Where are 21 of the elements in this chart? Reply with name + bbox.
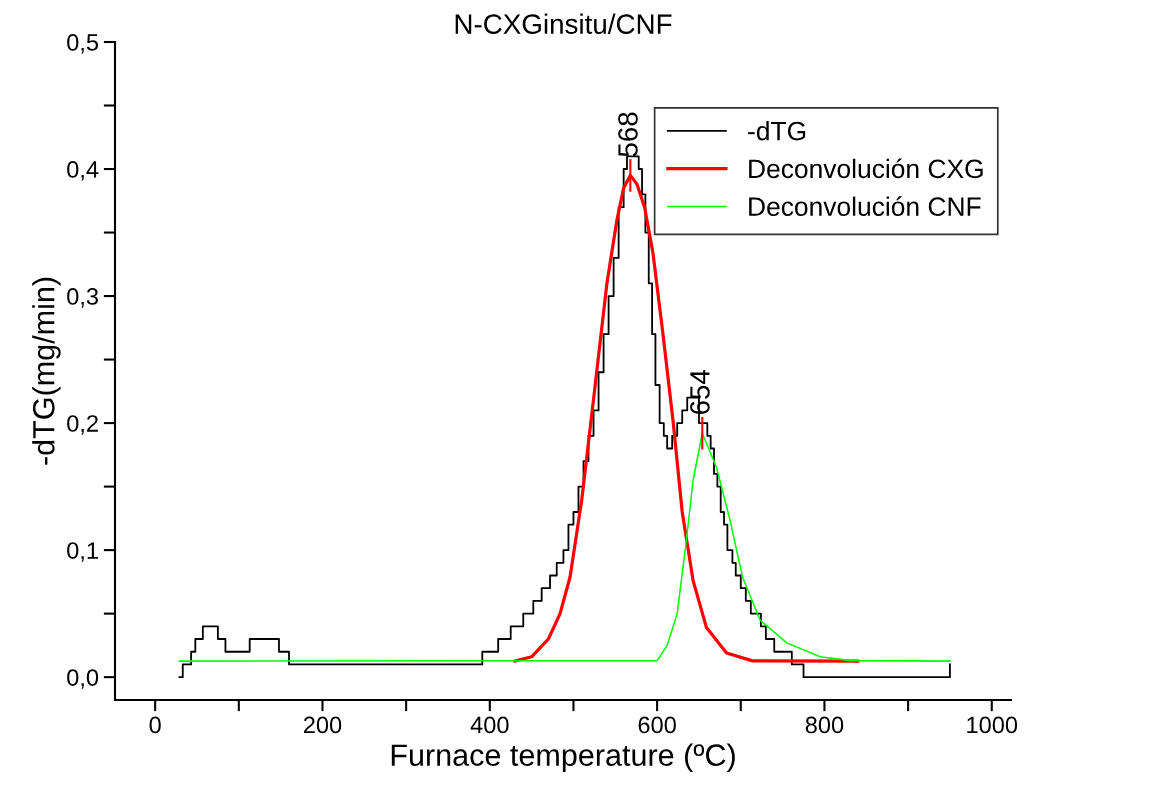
x-tick-label: 200 bbox=[303, 716, 342, 734]
y-tick-label: 0,2 bbox=[67, 415, 98, 435]
legend-label: Deconvolución CNF bbox=[749, 196, 981, 216]
legend-label: -dTG bbox=[748, 121, 806, 141]
y-tick-label: 0,3 bbox=[67, 288, 98, 308]
y-tick-label: 0,5 bbox=[67, 34, 99, 54]
y-axis-title: -dTG(mg/min) bbox=[32, 277, 61, 465]
x-tick-label: 800 bbox=[805, 716, 844, 734]
y-tick-label: 0,4 bbox=[67, 161, 99, 181]
line-series bbox=[178, 432, 951, 662]
legend-label: Deconvolución CXG bbox=[749, 158, 983, 179]
x-axis-title: Furnace temperature (ºC) bbox=[391, 743, 735, 773]
annotation: 568 bbox=[618, 112, 638, 157]
x-tick-label: 600 bbox=[638, 716, 676, 734]
x-tick-label: 1000 bbox=[967, 716, 1018, 734]
chart-title: N-CXGinsitu/CNF bbox=[455, 13, 672, 34]
y-tick-label: 0,0 bbox=[67, 669, 99, 689]
annotation: 654 bbox=[690, 369, 710, 415]
x-tick-label: 0 bbox=[149, 716, 161, 734]
y-tick-label: 0,1 bbox=[67, 542, 98, 562]
x-tick-label: 400 bbox=[470, 716, 509, 734]
